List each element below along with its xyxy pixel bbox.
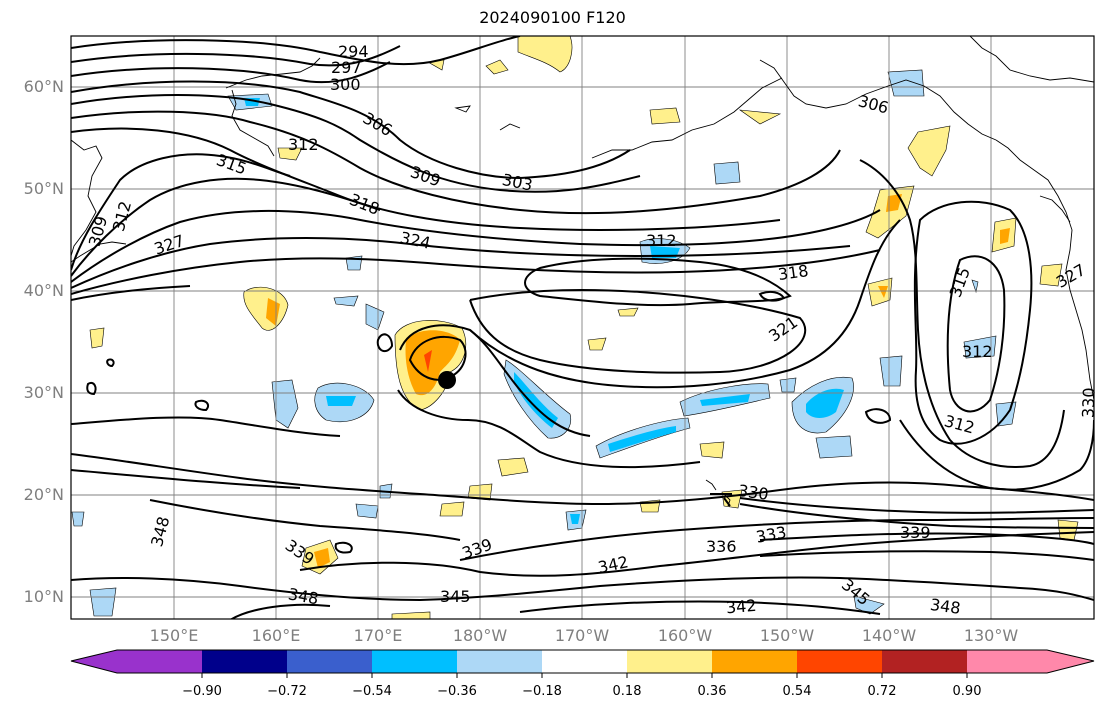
colorbar [70, 649, 1095, 678]
lat-label: 30°N [23, 383, 64, 402]
colorbar-tick-label: 0.18 [612, 684, 642, 699]
lat-label: 10°N [23, 587, 64, 606]
map-title: 2024090100 F120 [479, 8, 626, 27]
contour-label: 312 [288, 135, 319, 154]
lon-label: 170°E [353, 626, 403, 645]
contour-label: 345 [440, 587, 471, 606]
colorbar-tick-label: −0.54 [352, 684, 392, 699]
contour-label: 330 [1079, 387, 1099, 418]
shading-layer [71, 36, 1079, 619]
lon-label: 160°E [251, 626, 301, 645]
storm-center-marker [438, 371, 456, 389]
colorbar-tick-label: −0.72 [267, 684, 307, 699]
contour-label: 297 [331, 58, 362, 77]
contour-label: 330 [737, 481, 770, 504]
contour-label: 300 [330, 75, 361, 94]
contour-label: 348 [929, 595, 962, 618]
contour-label: 339 [900, 523, 931, 542]
colorbar-tick-label: 0.72 [867, 684, 897, 699]
contour-label: 294 [338, 42, 369, 61]
lat-label: 60°N [23, 77, 64, 96]
map-layers [71, 36, 1094, 619]
lon-label: 130°W [963, 626, 1019, 645]
contour-lines [71, 36, 1094, 619]
colorbar-tick-label: −0.18 [522, 684, 562, 699]
lon-label: 150°E [149, 626, 199, 645]
colorbar-left-extension [71, 650, 117, 673]
contour-label: 336 [706, 537, 737, 556]
lon-label: 160°W [657, 626, 713, 645]
colorbar-tick-label: −0.36 [437, 684, 477, 699]
contour-label: 312 [962, 342, 993, 361]
lon-label: 170°W [554, 626, 610, 645]
lat-label: 40°N [23, 281, 64, 300]
lon-label: 150°W [759, 626, 815, 645]
colorbar-tick-label: 0.36 [697, 684, 727, 699]
colorbar-tick-label: −0.90 [182, 684, 222, 699]
coastlines [71, 36, 1094, 507]
contour-label: 342 [725, 596, 757, 618]
colorbar-tick-label: 0.90 [952, 684, 982, 699]
colorbar-right-extension [1047, 650, 1094, 673]
contour-label: 312 [646, 231, 677, 250]
lat-label: 20°N [23, 485, 64, 504]
lon-label: 180°W [452, 626, 508, 645]
lat-label: 50°N [23, 179, 64, 198]
lon-label: 140°W [861, 626, 917, 645]
map-frame [70, 35, 1095, 620]
colorbar-tick-label: 0.54 [782, 684, 812, 699]
map-background [71, 36, 1094, 619]
contour-label: 318 [777, 261, 810, 284]
